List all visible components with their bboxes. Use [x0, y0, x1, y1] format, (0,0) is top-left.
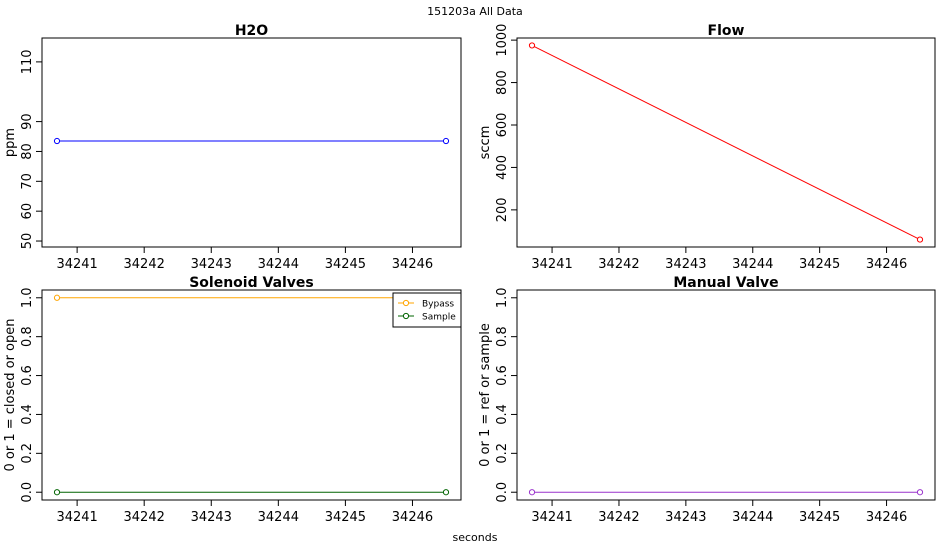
h2o-plot-frame [41, 37, 462, 248]
manual-valve-y-tick-label: 0.8 [495, 326, 510, 347]
flow-x-tick-label: 34242 [598, 257, 639, 272]
solenoid-valves-y-tick-label: 0.6 [20, 365, 35, 386]
manual-valve-plot-frame [516, 289, 936, 501]
solenoid-valves-y-tick-label: 0.4 [20, 404, 35, 425]
solenoid-valves-y-axis-label: 0 or 1 = closed or open [3, 318, 18, 471]
solenoid-valves-plot-frame [41, 289, 462, 501]
solenoid-valves-panel: Solenoid Valves 34241 34242 34243 34244 34245… [3, 275, 462, 525]
manual-valve-x-tick-label: 34245 [799, 510, 840, 525]
h2o-y-tick-label: 110 [20, 49, 35, 74]
figure-title: 151203a All Data [427, 5, 523, 18]
manual-valve-series-1-point [916, 489, 924, 496]
h2o-y-tick-label: 50 [20, 233, 35, 250]
flow-series-1-point [916, 236, 924, 243]
flow-x-tick-label: 34243 [665, 257, 706, 272]
flow-x-tick-label: 34245 [799, 257, 840, 272]
h2o-y-tick-label: 70 [20, 173, 35, 190]
flow-y-tick-label: 800 [495, 70, 510, 95]
flow-x-tick-label: 34241 [531, 257, 572, 272]
solenoid-valves-y-tick-label: 1.0 [20, 287, 35, 308]
solenoid-valves-bypass-point [53, 294, 61, 301]
flow-series-1-line [531, 44, 921, 241]
solenoid-valves-title: Solenoid Valves [189, 275, 314, 291]
manual-valve-x-tick-label: 34242 [598, 510, 639, 525]
manual-valve-y-tick-label: 1.0 [495, 287, 510, 308]
manual-valve-y-tick-label: 0.2 [495, 443, 510, 464]
flow-y-tick-label: 600 [495, 113, 510, 138]
h2o-x-tick-label: 34244 [258, 257, 299, 272]
h2o-y-tick-label: 90 [20, 113, 35, 130]
legend-sample-label: Sample [422, 313, 456, 323]
manual-valve-y-tick-label: 0.4 [495, 404, 510, 425]
flow-x-tick-label: 34246 [866, 257, 907, 272]
flow-x-tick-label: 34244 [732, 257, 773, 272]
h2o-title: H2O [235, 23, 268, 39]
manual-valve-panel: Manual Valve 34241 34242 34243 34244 34245 342… [478, 275, 936, 525]
h2o-series-1-point [53, 137, 61, 145]
h2o-y-tick-label: 80 [20, 143, 35, 160]
h2o-x-tick-label: 34241 [56, 257, 97, 272]
h2o-x-tick-label: 34246 [392, 257, 433, 272]
solenoid-valves-x-tick-label: 34243 [191, 510, 232, 525]
manual-valve-x-tick-label: 34244 [732, 510, 773, 525]
legend-bypass-label: Bypass [422, 300, 454, 310]
flow-plot-frame [516, 37, 936, 248]
h2o-x-tick-label: 34243 [191, 257, 232, 272]
manual-valve-x-tick-label: 34246 [866, 510, 907, 525]
solenoid-valves-sample-point [53, 489, 61, 496]
legend-bypass-marker [402, 299, 410, 307]
h2o-y-axis-label: ppm [3, 128, 18, 157]
manual-valve-x-tick-label: 34241 [531, 510, 572, 525]
solenoid-valves-y-tick-label: 0.0 [20, 482, 35, 503]
flow-y-tick-label: 200 [495, 197, 510, 222]
solenoid-valves-x-tick-label: 34244 [258, 510, 299, 525]
h2o-y-tick-label: 60 [20, 203, 35, 220]
manual-valve-series-1-point [528, 489, 536, 496]
flow-y-tick-label: 1000 [495, 24, 510, 57]
legend-sample-marker [402, 312, 410, 320]
h2o-x-tick-label: 34242 [124, 257, 165, 272]
manual-valve-x-tick-label: 34243 [665, 510, 706, 525]
manual-valve-y-axis-label: 0 or 1 = ref or sample [478, 323, 493, 467]
h2o-panel: H2O 34241 34242 34243 34244 34245 34246 50 60 70 8… [3, 23, 462, 272]
solenoid-valves-legend-box [392, 292, 462, 328]
flow-y-tick-label: 400 [495, 155, 510, 180]
solenoid-valves-x-tick-label: 34245 [325, 510, 366, 525]
manual-valve-y-tick-label: 0.0 [495, 482, 510, 503]
figure-x-axis-label: seconds [452, 531, 498, 544]
solenoid-valves-x-tick-label: 34242 [124, 510, 165, 525]
manual-valve-y-tick-label: 0.6 [495, 365, 510, 386]
flow-title: Flow [708, 23, 745, 39]
flow-y-axis-label: sccm [478, 126, 493, 160]
h2o-series-1-point [442, 137, 450, 145]
h2o-x-tick-label: 34245 [325, 257, 366, 272]
flow-series-1-point [528, 42, 536, 49]
solenoid-valves-y-tick-label: 0.2 [20, 443, 35, 464]
flow-panel: Flow 34241 34242 34243 34244 34245 34246 200 400… [478, 23, 936, 272]
solenoid-valves-legend: Bypass Sample [392, 292, 462, 328]
solenoid-valves-x-tick-label: 34241 [56, 510, 97, 525]
solenoid-valves-sample-point [442, 489, 450, 496]
solenoid-valves-x-tick-label: 34246 [392, 510, 433, 525]
manual-valve-title: Manual Valve [673, 275, 778, 291]
solenoid-valves-y-tick-label: 0.8 [20, 326, 35, 347]
